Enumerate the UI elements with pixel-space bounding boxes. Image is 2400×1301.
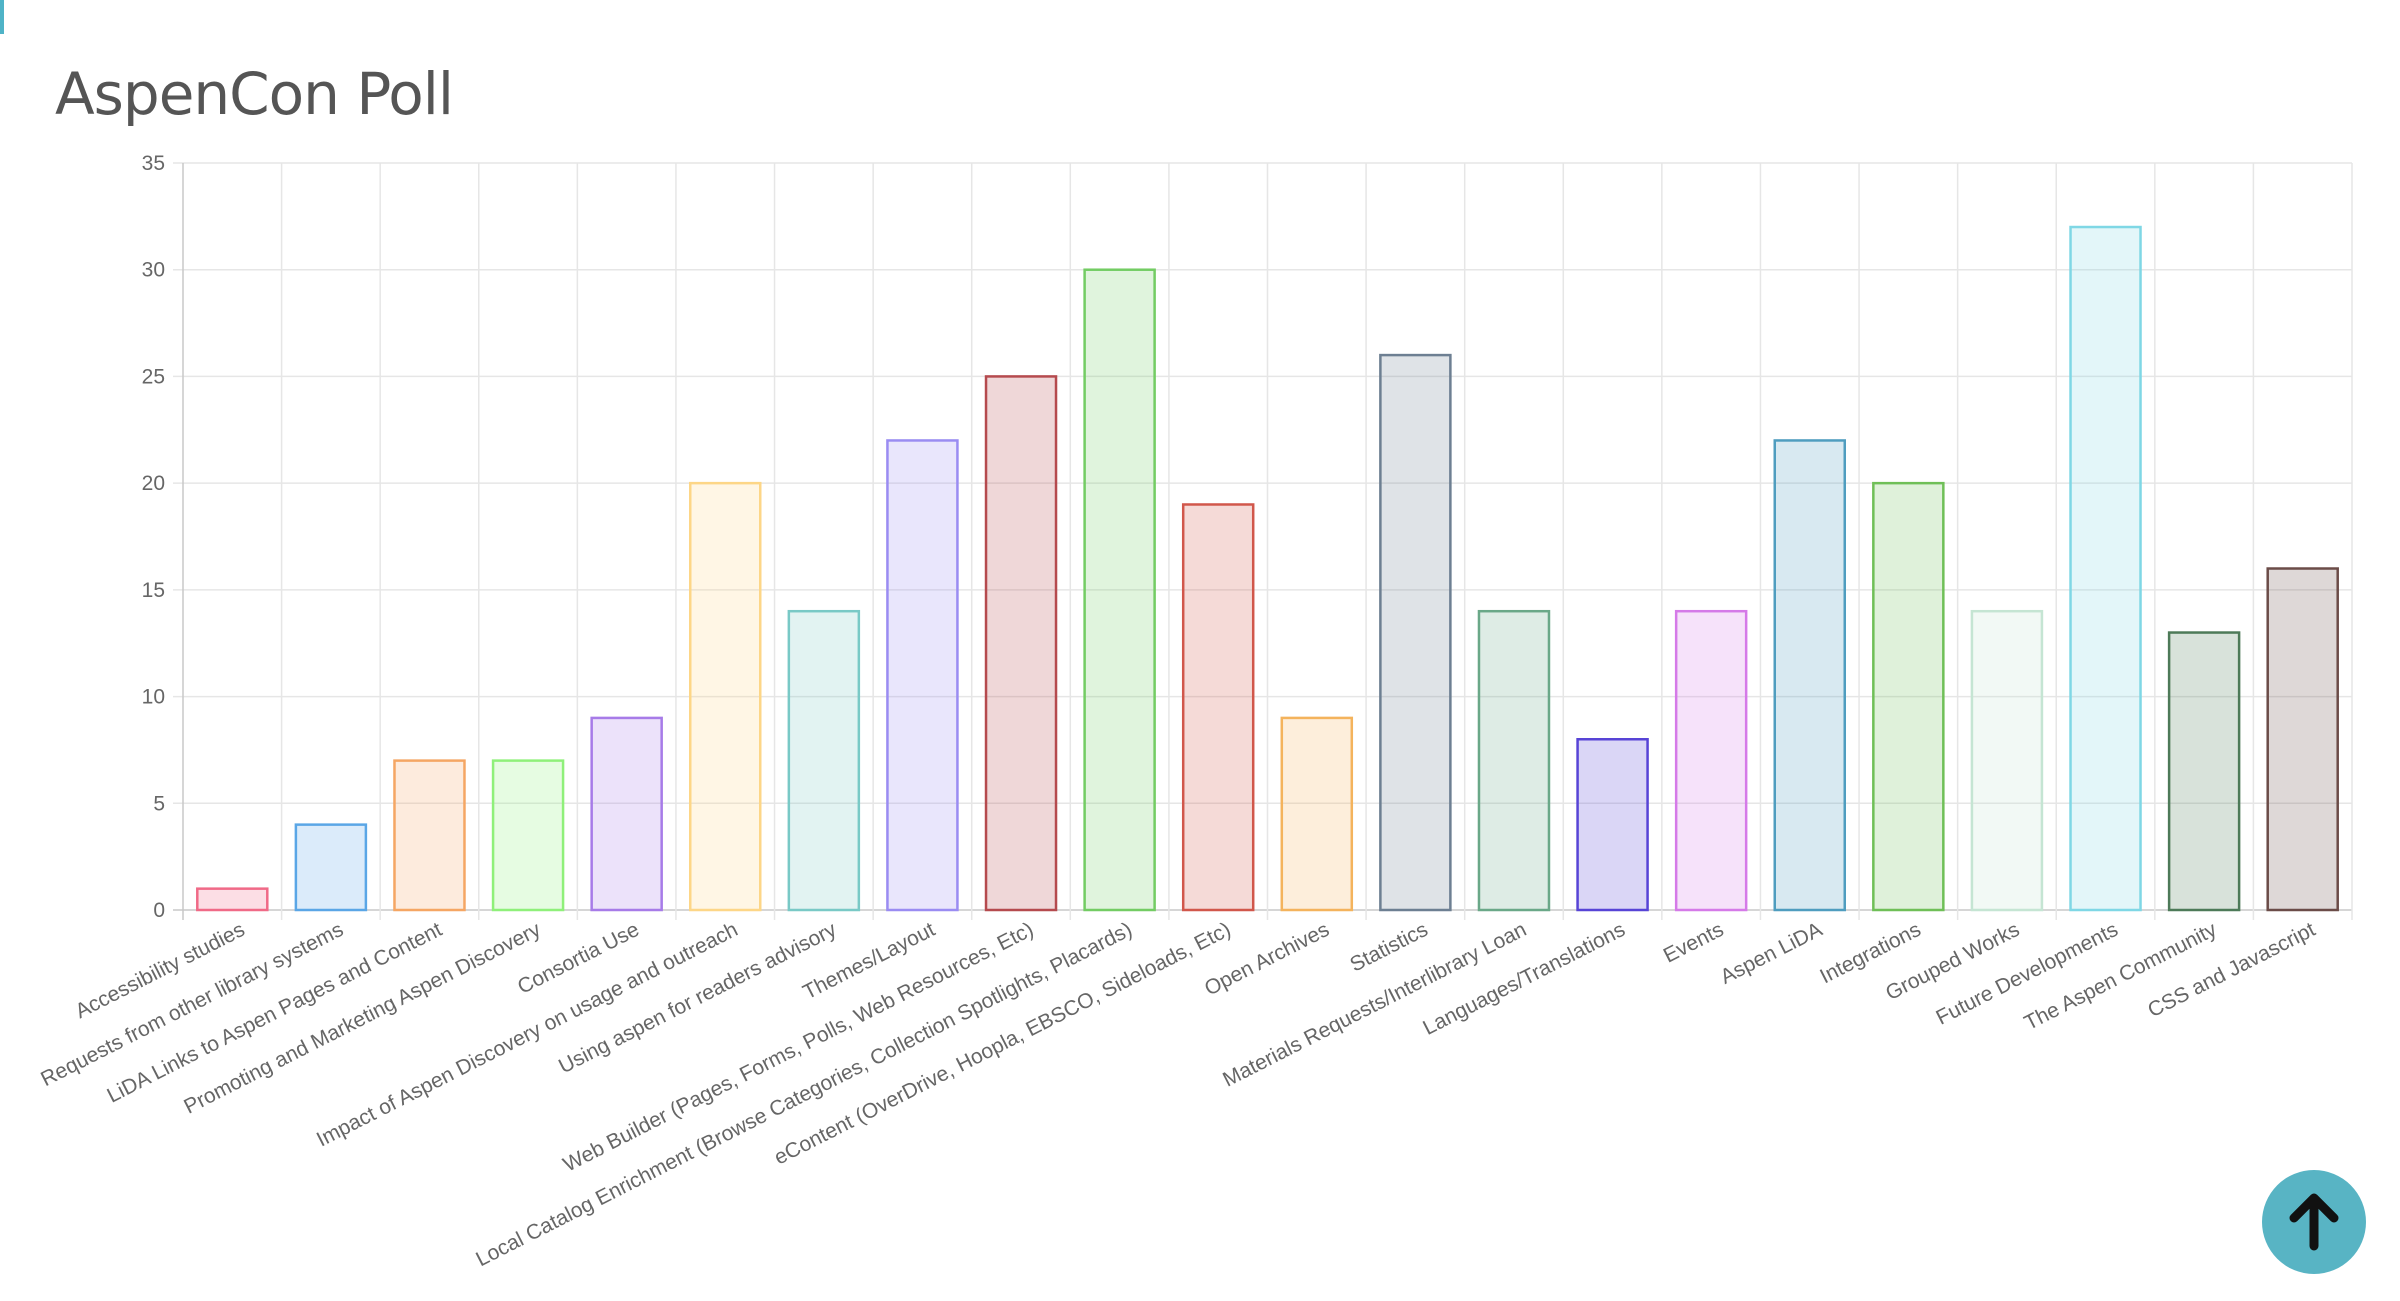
x-tick-label: Events bbox=[1660, 918, 1728, 968]
bar bbox=[294, 823, 368, 912]
bar bbox=[2167, 631, 2241, 912]
bar bbox=[1872, 481, 1945, 912]
bar bbox=[1970, 609, 2044, 912]
bar bbox=[1083, 268, 1156, 912]
bar bbox=[1773, 439, 1846, 912]
bar bbox=[2266, 567, 2339, 912]
bar bbox=[886, 439, 959, 912]
bar bbox=[1477, 609, 1551, 912]
bar bbox=[491, 759, 565, 912]
bar bbox=[1379, 353, 1452, 912]
bar bbox=[590, 716, 663, 912]
x-tick-label: Statistics bbox=[1346, 918, 1431, 977]
bar bbox=[984, 375, 1058, 912]
y-tick-label: 10 bbox=[142, 686, 165, 709]
y-tick-label: 15 bbox=[142, 579, 165, 602]
y-tick-label: 30 bbox=[142, 259, 165, 282]
bar bbox=[1181, 503, 1255, 912]
bar bbox=[689, 481, 762, 912]
scroll-to-top-button[interactable] bbox=[2262, 1170, 2366, 1274]
arrow-up-icon bbox=[2289, 1193, 2339, 1251]
x-tick-label: Aspen LiDA bbox=[1717, 918, 1826, 989]
x-tick-label: The Aspen Community bbox=[2021, 918, 2221, 1035]
y-tick-label: 5 bbox=[153, 792, 165, 815]
x-tick-label: Promoting and Marketing Aspen Discovery bbox=[180, 918, 544, 1119]
y-tick-label: 20 bbox=[142, 472, 165, 495]
bar bbox=[2069, 225, 2142, 912]
bar bbox=[1280, 716, 1354, 912]
y-tick-label: 0 bbox=[153, 899, 165, 922]
y-tick-label: 25 bbox=[142, 365, 165, 388]
page-title: AspenCon Poll bbox=[55, 60, 454, 128]
bar bbox=[393, 759, 466, 912]
bar bbox=[787, 609, 861, 912]
bar bbox=[1576, 738, 1649, 912]
x-tick-label: CSS and Javascript bbox=[2144, 918, 2319, 1022]
y-tick-label: 35 bbox=[142, 152, 165, 175]
bar bbox=[196, 887, 269, 912]
bar bbox=[1674, 609, 1748, 912]
accent-bar bbox=[0, 0, 4, 34]
